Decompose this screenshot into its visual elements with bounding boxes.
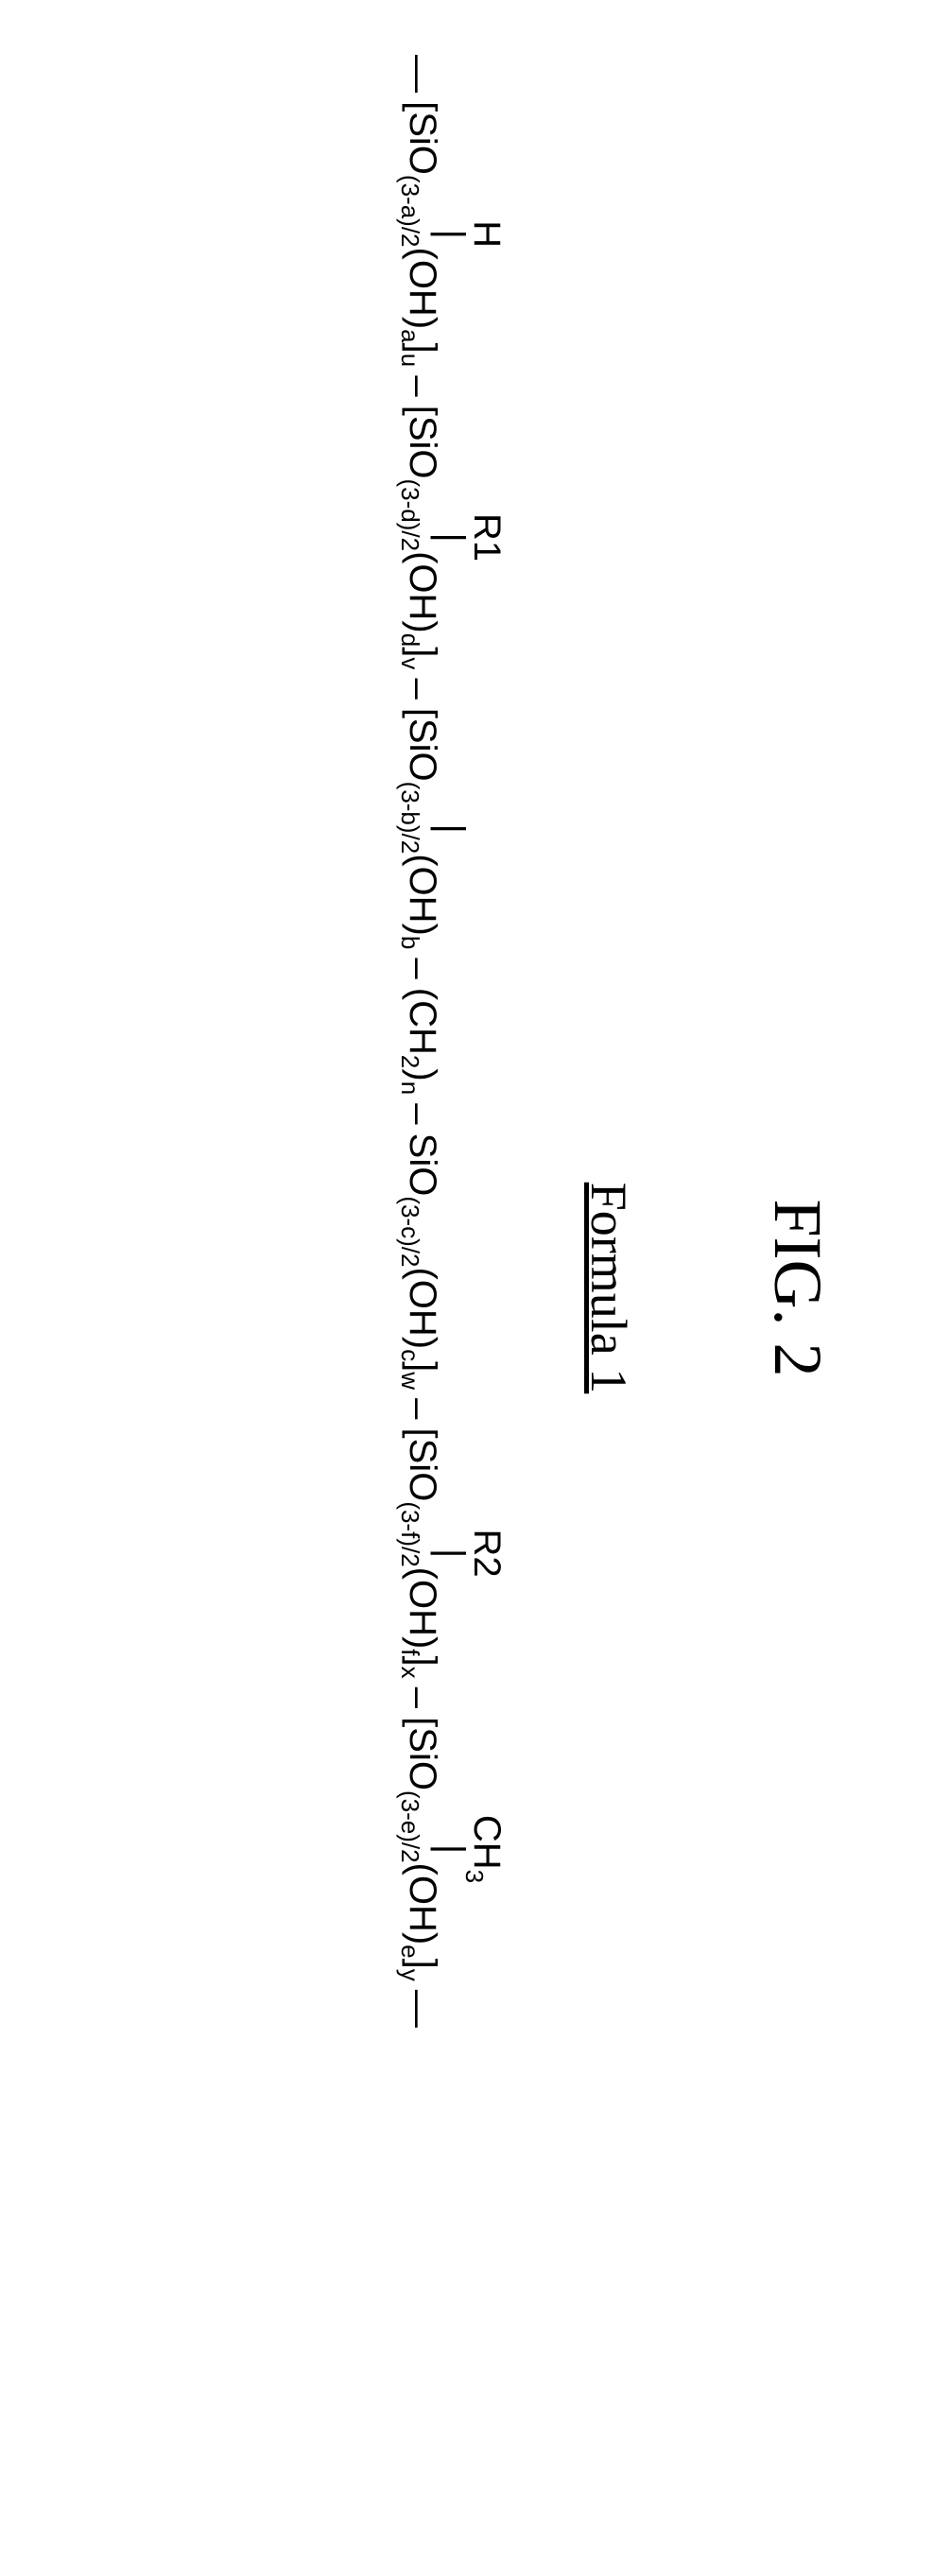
- trailing-dash: —: [398, 1990, 438, 2028]
- t: (OH): [402, 854, 443, 936]
- t: ): [402, 1068, 443, 1081]
- s: e: [396, 1945, 424, 1958]
- unit-main: SiO(3-c)/2(OH)c]w: [398, 1133, 441, 1390]
- formula-label: Formula 1: [579, 0, 638, 2576]
- t: (OH): [402, 1267, 443, 1349]
- s: u: [396, 354, 424, 367]
- t: ]: [402, 647, 443, 657]
- s: w: [396, 1372, 424, 1390]
- s: (3-d)/2: [396, 479, 424, 552]
- t: [SiO: [402, 1428, 443, 1502]
- figure-title: FIG. 2: [758, 0, 837, 2576]
- dash: –: [398, 958, 438, 978]
- t: ]: [402, 1361, 443, 1372]
- s: b: [396, 936, 424, 949]
- s: 3: [460, 1870, 489, 1883]
- t: (OH): [402, 1863, 443, 1945]
- formula-unit: R2 | [SiO(3-f)/2(OH)f]x: [398, 1428, 506, 1679]
- t: [SiO: [402, 101, 443, 175]
- s: v: [396, 657, 424, 669]
- formula-line-1: — H | [SiO(3-a)/2(OH)a]u – R1 | [SiO(3-d…: [398, 57, 506, 2519]
- t: ]: [402, 343, 443, 354]
- s: c: [396, 1349, 424, 1361]
- figure-container: FIG. 2 Formula 1 — H | [SiO(3-a)/2(OH)a]…: [0, 0, 950, 2576]
- formula-unit: CH3 | [SiO(3-e)/2(OH)e]y: [398, 1717, 506, 1981]
- unit-main: [SiO(3-b)/2(OH)b: [398, 708, 441, 949]
- unit-main: [SiO(3-a)/2(OH)a]u: [398, 101, 441, 367]
- s: x: [396, 1667, 424, 1679]
- dash: –: [398, 678, 438, 699]
- s: a: [396, 329, 424, 342]
- dash: –: [398, 1398, 438, 1419]
- t: [SiO: [402, 708, 443, 782]
- unit-tick: |: [441, 708, 462, 949]
- formula-unit: SiO(3-c)/2(OH)c]w: [398, 1133, 506, 1390]
- formula-unit: | [SiO(3-b)/2(OH)b: [398, 708, 506, 949]
- formula-unit: (CH2)n: [398, 988, 506, 1095]
- leading-dash: —: [398, 55, 438, 93]
- t: (OH): [402, 248, 443, 330]
- s: (3-c)/2: [396, 1196, 424, 1267]
- unit-tick: |: [441, 1717, 462, 1981]
- s: d: [396, 633, 424, 647]
- t: ]: [402, 1656, 443, 1667]
- unit-main: (CH2)n: [398, 988, 441, 1095]
- dash: –: [398, 1687, 438, 1708]
- unit-tick: |: [441, 101, 462, 367]
- s: 2: [396, 1055, 424, 1068]
- unit-tick: [441, 1133, 462, 1390]
- unit-main: [SiO(3-d)/2(OH)d]v: [398, 406, 441, 670]
- t: [SiO: [402, 1717, 443, 1790]
- dash: –: [398, 1103, 438, 1124]
- unit-tick: [441, 988, 462, 1095]
- t: (CH: [402, 988, 443, 1055]
- s: (3-a)/2: [396, 175, 424, 248]
- t: (OH): [402, 1567, 443, 1650]
- t: SiO: [402, 1133, 443, 1197]
- t: [SiO: [402, 406, 443, 479]
- s: (3-e)/2: [396, 1790, 424, 1863]
- formula-unit: H | [SiO(3-a)/2(OH)a]u: [398, 101, 506, 367]
- s: f: [396, 1649, 424, 1655]
- s: (3-b)/2: [396, 782, 424, 855]
- t: CH: [466, 1815, 508, 1870]
- t: ]: [402, 1959, 443, 1969]
- s: y: [396, 1969, 424, 1981]
- s: n: [396, 1081, 424, 1095]
- s: (3-f)/2: [396, 1501, 424, 1566]
- unit-tick: |: [441, 1428, 462, 1679]
- unit-tick: |: [441, 406, 462, 670]
- dash: –: [398, 375, 438, 396]
- unit-main: [SiO(3-e)/2(OH)e]y: [398, 1717, 441, 1981]
- t: (OH): [402, 551, 443, 633]
- page: FIG. 2 Formula 1 — H | [SiO(3-a)/2(OH)a]…: [0, 0, 950, 2576]
- unit-main: [SiO(3-f)/2(OH)f]x: [398, 1428, 441, 1679]
- formula-unit: R1 | [SiO(3-d)/2(OH)d]v: [398, 406, 506, 670]
